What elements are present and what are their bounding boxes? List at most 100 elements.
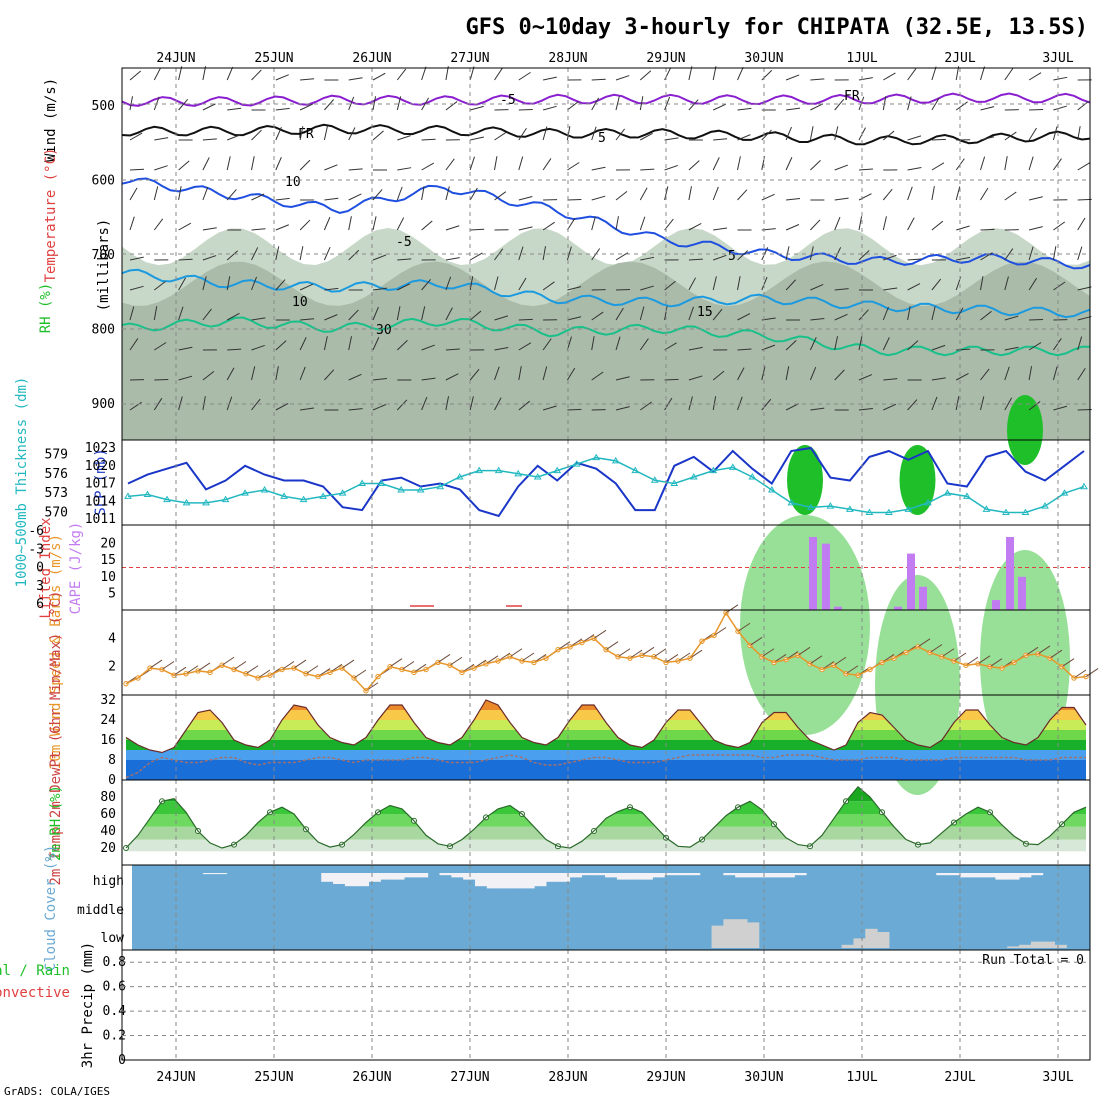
surface-wind-barb	[725, 604, 739, 614]
wind-barb	[518, 318, 533, 321]
wind-barb	[275, 366, 279, 381]
wind-barb	[154, 165, 168, 171]
wind-barb	[226, 66, 234, 81]
cape-tick-label: 5	[108, 586, 116, 601]
wind-barb	[445, 186, 450, 201]
isotherm-line	[121, 92, 1091, 107]
wind-barb	[615, 376, 630, 381]
wind-barb	[737, 313, 751, 321]
thickness-tick-label: 579	[45, 447, 68, 462]
surface-wind-barb	[1049, 649, 1063, 659]
rh-moist-core	[1007, 395, 1043, 465]
wind-barb	[858, 407, 873, 411]
rh-tick-label: 40	[100, 824, 116, 839]
wind-barb	[129, 285, 144, 291]
wind-barb	[153, 281, 166, 291]
wind-barb	[251, 193, 265, 201]
temperature-side-label: Temperature (°C)	[43, 148, 59, 283]
wind-barb	[907, 306, 911, 321]
wind-barb	[955, 396, 960, 411]
precip-tick-label: 0.6	[103, 980, 126, 995]
wind-barb	[1077, 316, 1092, 321]
temp-band	[126, 760, 1086, 780]
surface-wind-barb	[305, 665, 319, 675]
wind-barb	[178, 99, 189, 111]
low-cloud-gap	[735, 919, 748, 948]
temp-band	[126, 730, 1086, 740]
wind-barb	[275, 126, 282, 141]
high-cloud-gap	[723, 873, 736, 876]
wind-barb	[1077, 286, 1092, 291]
surface-wind-barb	[413, 663, 427, 673]
wind-barb	[1028, 127, 1037, 141]
precip-tick-label: 0.8	[103, 955, 126, 970]
wind-barb	[154, 342, 167, 351]
wind-barb	[348, 127, 356, 141]
wind-barb	[591, 311, 604, 321]
wind-barb	[202, 186, 209, 201]
wind-barb	[931, 138, 946, 141]
wind-barb	[688, 346, 703, 351]
wind-barb	[494, 315, 509, 321]
wind-barb	[178, 258, 193, 261]
surface-wind-barb	[965, 656, 979, 666]
wind-barb	[615, 336, 621, 351]
wind-barb	[858, 168, 873, 171]
wind-barb	[737, 156, 741, 171]
wind10m-axis-label: 10m Wind Speed & Barbs (m/s)	[48, 534, 64, 770]
high-cloud-gap	[735, 873, 748, 878]
wind-barb	[445, 257, 460, 261]
wind-barb	[299, 337, 307, 351]
surface-wind-barb	[665, 654, 679, 663]
thickness-tick-label: 576	[45, 467, 68, 482]
footer-credit: GrADS: COLA/IGES	[4, 1085, 110, 1098]
wind-barb	[567, 408, 582, 411]
wind-barb	[688, 277, 697, 291]
wind-barb	[1028, 401, 1041, 411]
wind-barb	[518, 196, 533, 201]
wind-barb	[761, 366, 766, 381]
wind-barb	[858, 374, 873, 381]
wind-barb	[1053, 281, 1066, 291]
wind-barb	[494, 191, 507, 201]
rh-band	[126, 814, 1086, 827]
wind-barb	[178, 222, 192, 231]
wind-barb	[1053, 76, 1068, 81]
high-cloud-gap	[463, 873, 476, 880]
wind-barb	[251, 317, 266, 321]
wind-barb	[712, 276, 717, 291]
wind-barb	[1052, 338, 1062, 351]
wind-barb	[664, 186, 669, 201]
precip-tick-label: 0.2	[103, 1029, 126, 1044]
wind-barb	[251, 129, 262, 141]
wind-barb	[639, 70, 652, 81]
wind-barb	[494, 397, 502, 411]
wind-barb	[348, 193, 362, 201]
lifted-index-tick-label: -6	[28, 524, 44, 539]
wind-barb	[834, 336, 839, 351]
wind-barb	[1052, 366, 1058, 381]
wind-barb	[834, 288, 849, 291]
wind-barb	[372, 96, 377, 111]
low-cloud-gap	[865, 928, 878, 948]
wind-barb	[785, 74, 800, 81]
wind-barb	[542, 366, 548, 381]
surface-wind-barb	[1085, 668, 1099, 677]
wind-barb	[785, 279, 797, 291]
thickness-point	[728, 463, 737, 470]
wind-barb	[712, 396, 717, 411]
wind-barb	[1028, 156, 1034, 171]
wind-barb	[226, 312, 240, 321]
wind-barb	[1028, 246, 1034, 261]
wind-barb	[542, 246, 547, 261]
wind-barb	[810, 78, 825, 81]
wind-barb	[202, 255, 217, 261]
rh-side-label: RH (%)	[38, 283, 54, 334]
wind-barb	[129, 96, 134, 111]
date-label-top: 26JUN	[352, 51, 391, 66]
wind-barb	[688, 66, 693, 81]
high-cloud-gap	[936, 873, 949, 876]
wind-barb	[834, 216, 841, 231]
wind-barb	[445, 101, 458, 111]
wind-barb	[639, 338, 649, 351]
